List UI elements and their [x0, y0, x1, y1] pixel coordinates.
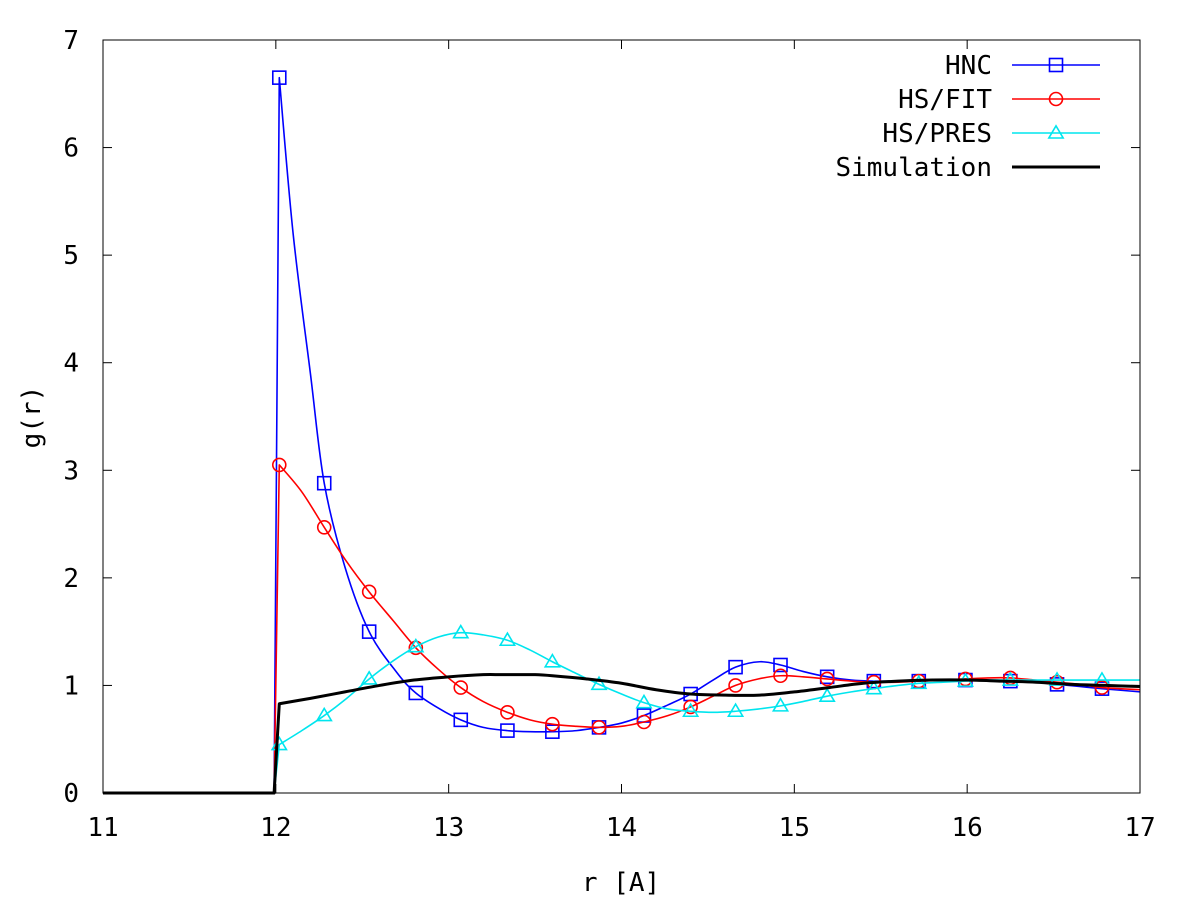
data-point-square	[408, 685, 424, 701]
data-point-triangle	[452, 623, 470, 639]
legend-label: HS/FIT	[898, 85, 992, 115]
data-point-triangle	[498, 631, 516, 647]
data-point-circle	[773, 668, 788, 684]
legend-marker-square	[1048, 57, 1064, 73]
x-tick-label: 13	[433, 813, 464, 843]
data-point-circle	[361, 584, 377, 600]
data-point-circle	[408, 640, 424, 656]
data-point-triangle	[1001, 671, 1019, 686]
data-point-triangle	[682, 702, 700, 718]
data-point-triangle	[818, 687, 836, 702]
plot-frame	[102, 39, 1141, 794]
data-point-square	[316, 475, 332, 491]
data-point-triangle	[910, 674, 928, 690]
y-tick-label: 6	[63, 134, 79, 164]
y-tick-label: 3	[63, 456, 79, 486]
data-point-circle	[271, 457, 287, 473]
y-tick-label: 7	[63, 26, 79, 56]
data-point-circle	[591, 720, 607, 735]
data-point-square	[500, 723, 515, 738]
legend: HNC HS/FIT HS/PRES Simulation	[835, 51, 1100, 183]
data-point-triangle	[635, 693, 653, 709]
data-point-triangle	[407, 637, 425, 653]
data-point-circle	[636, 714, 652, 730]
legend-label: Simulation	[835, 153, 992, 183]
data-point-square	[773, 657, 788, 673]
legend-label: HNC	[945, 51, 992, 81]
data-point-triangle	[590, 675, 608, 691]
data-point-triangle	[1048, 671, 1066, 686]
data-point-circle	[453, 680, 469, 695]
x-tick-label: 12	[260, 813, 291, 843]
data-point-triangle	[865, 679, 883, 695]
data-point-triangle	[771, 697, 790, 712]
legend-marker-circle	[1048, 91, 1064, 107]
x-tick-label: 15	[779, 813, 810, 843]
y-tick-label: 1	[63, 671, 79, 701]
x-axis-title: r [A]	[582, 868, 660, 898]
series-layer	[103, 70, 1141, 795]
data-point-square	[361, 624, 377, 639]
legend-label: HS/PRES	[882, 119, 992, 149]
data-point-circle	[683, 699, 698, 715]
y-tick-label: 2	[63, 564, 79, 594]
y-tick-label: 4	[63, 349, 79, 379]
data-point-square	[545, 724, 560, 739]
x-tick-label: 16	[952, 813, 983, 843]
y-axis-title: g(r)	[17, 386, 47, 449]
data-point-triangle	[360, 670, 378, 685]
data-point-circle	[316, 519, 332, 535]
data-point-circle	[1094, 680, 1110, 695]
x-tick-label: 11	[87, 813, 118, 843]
data-point-circle	[545, 716, 560, 732]
y-tick-label: 0	[63, 779, 79, 809]
x-tick-label: 14	[606, 813, 637, 843]
series-line	[103, 673, 1141, 795]
y-tick-label: 5	[63, 241, 79, 271]
x-tick-label: 17	[1124, 813, 1155, 843]
data-point-square	[453, 712, 469, 728]
data-point-circle	[819, 671, 835, 687]
data-point-square	[271, 70, 287, 85]
data-point-circle	[728, 678, 743, 693]
data-point-triangle	[543, 653, 561, 668]
series-simulation	[103, 673, 1141, 795]
series-line	[103, 464, 1141, 794]
data-point-triangle	[727, 702, 745, 718]
data-point-square	[728, 659, 743, 675]
legend-marker-triangle	[1047, 124, 1065, 139]
data-point-triangle	[315, 706, 333, 722]
data-point-circle	[500, 705, 515, 720]
